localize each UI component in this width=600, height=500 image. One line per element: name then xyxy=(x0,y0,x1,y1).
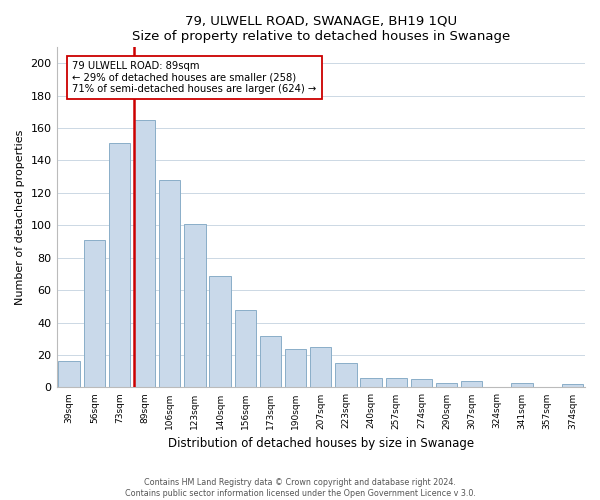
Text: 79 ULWELL ROAD: 89sqm
← 29% of detached houses are smaller (258)
71% of semi-det: 79 ULWELL ROAD: 89sqm ← 29% of detached … xyxy=(73,60,317,94)
Bar xyxy=(511,382,533,388)
Bar xyxy=(335,363,356,388)
Bar xyxy=(235,310,256,388)
Bar xyxy=(159,180,181,388)
Bar xyxy=(461,381,482,388)
X-axis label: Distribution of detached houses by size in Swanage: Distribution of detached houses by size … xyxy=(168,437,474,450)
Bar xyxy=(310,347,331,388)
Bar xyxy=(436,382,457,388)
Bar xyxy=(361,378,382,388)
Bar xyxy=(562,384,583,388)
Bar xyxy=(184,224,206,388)
Title: 79, ULWELL ROAD, SWANAGE, BH19 1QU
Size of property relative to detached houses : 79, ULWELL ROAD, SWANAGE, BH19 1QU Size … xyxy=(131,15,510,43)
Bar xyxy=(411,380,432,388)
Bar xyxy=(134,120,155,388)
Bar xyxy=(260,336,281,388)
Bar xyxy=(209,276,231,388)
Y-axis label: Number of detached properties: Number of detached properties xyxy=(15,130,25,305)
Text: Contains HM Land Registry data © Crown copyright and database right 2024.
Contai: Contains HM Land Registry data © Crown c… xyxy=(125,478,475,498)
Bar xyxy=(83,240,105,388)
Bar xyxy=(58,362,80,388)
Bar xyxy=(285,348,307,388)
Bar xyxy=(386,378,407,388)
Bar xyxy=(109,142,130,388)
